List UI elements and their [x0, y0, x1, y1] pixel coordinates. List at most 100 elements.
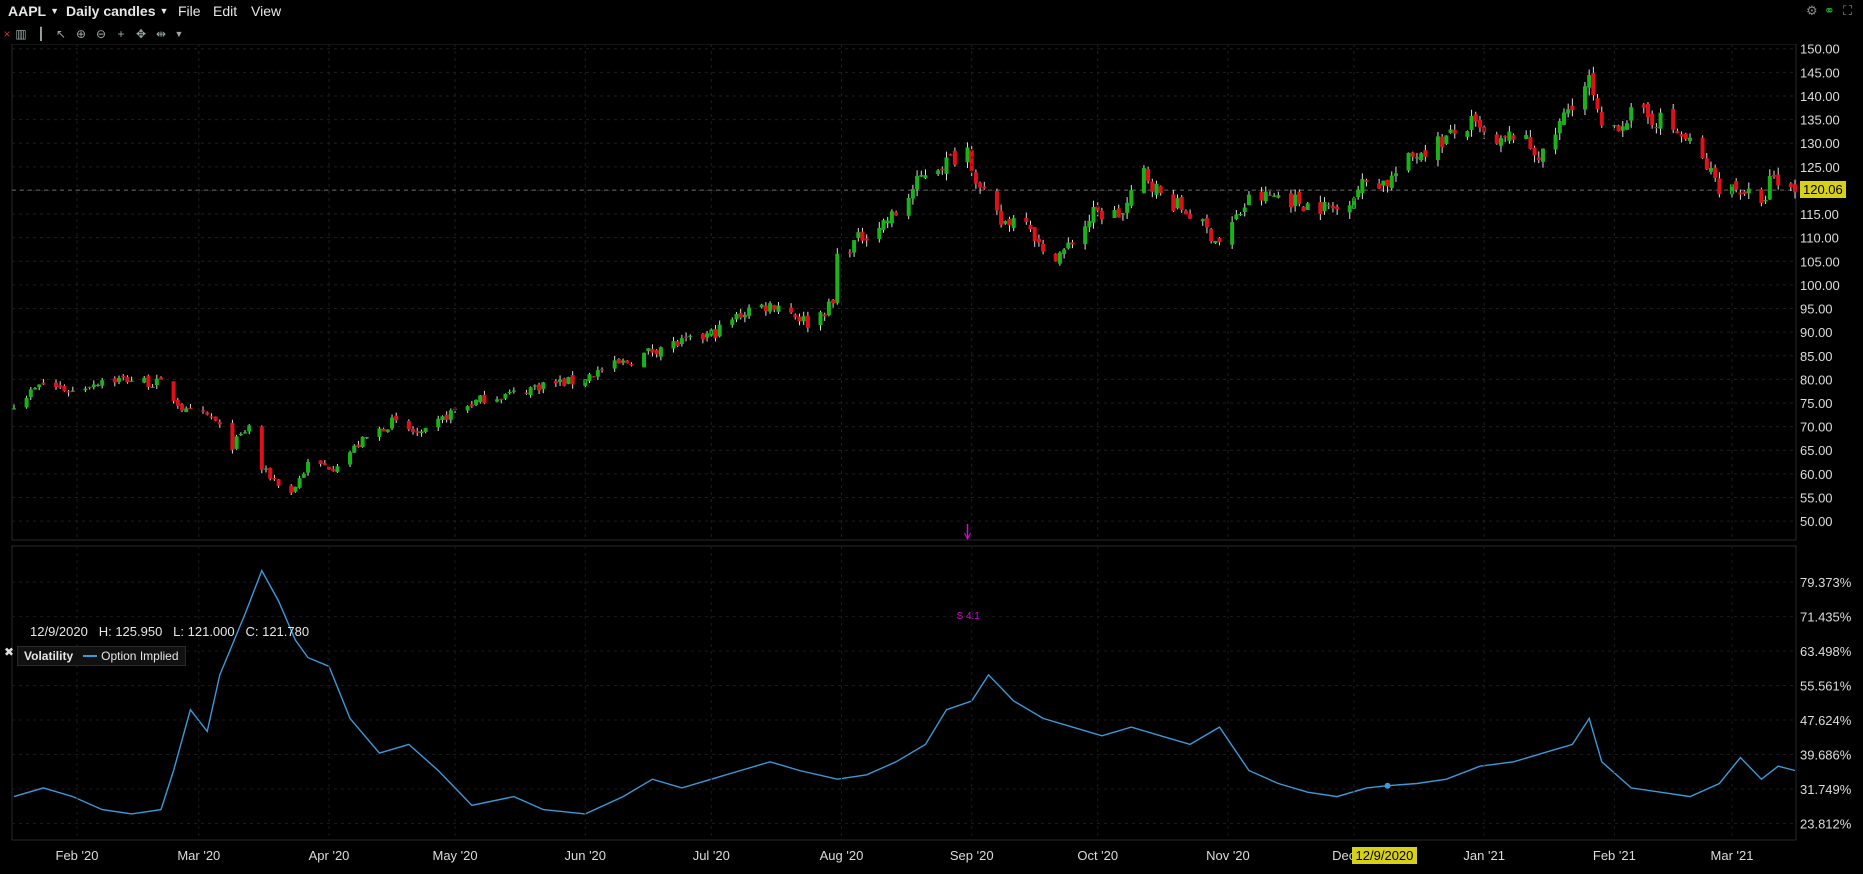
- expand-icon[interactable]: ⛶: [1843, 3, 1853, 18]
- price-tick-label: 115.00: [1800, 207, 1839, 222]
- candle-up: [1263, 191, 1268, 202]
- candle-up: [1141, 168, 1146, 193]
- candle-down: [1700, 137, 1705, 159]
- volatility-legend: Volatility Option Implied: [17, 646, 186, 666]
- candle-down: [1503, 136, 1508, 138]
- vol-tick-label: 23.812%: [1800, 816, 1852, 831]
- split-icon[interactable]: ⇹: [155, 27, 167, 41]
- candle-down: [1704, 158, 1709, 170]
- candle-up: [1507, 131, 1512, 141]
- menu-file[interactable]: File: [178, 3, 201, 19]
- candle-icon[interactable]: ┃: [37, 27, 45, 41]
- volatility-title: Volatility: [24, 649, 74, 663]
- candle-down: [1671, 109, 1676, 130]
- candle-up: [364, 437, 369, 439]
- price-plot-frame: [11, 44, 1797, 541]
- candle-up: [1276, 195, 1281, 198]
- price-tick-label: 50.00: [1800, 514, 1833, 529]
- price-tick-label: 70.00: [1800, 420, 1833, 435]
- candle-down: [1641, 104, 1646, 108]
- hover-date-marker: 12/9/2020: [1351, 847, 1418, 864]
- candle-up: [1708, 167, 1713, 172]
- candle-up: [1414, 157, 1419, 159]
- dropdown-icon[interactable]: ▼: [174, 29, 184, 39]
- candle-down: [772, 305, 777, 310]
- price-tick-label: 100.00: [1800, 278, 1840, 293]
- candle-up: [129, 380, 134, 382]
- candle-up: [621, 360, 626, 363]
- candle-down: [805, 315, 810, 328]
- candle-down: [1528, 137, 1533, 149]
- vol-tick-label: 55.561%: [1800, 679, 1852, 694]
- candle-up: [1389, 175, 1394, 189]
- candle-up: [1557, 120, 1562, 134]
- candle-down: [1041, 243, 1046, 252]
- candle-up: [465, 406, 470, 411]
- link-icon[interactable]: ⚭: [1824, 3, 1835, 18]
- chart-type-selector[interactable]: Daily candles ▼: [66, 3, 168, 19]
- candle-up: [297, 478, 302, 488]
- chart-area[interactable]: 150.00 145.00 140.00 135.00 130.00 125.00 120.…: [0, 44, 1863, 874]
- candle-up: [390, 417, 395, 429]
- candle-down: [1616, 125, 1621, 132]
- candle-up: [377, 428, 382, 437]
- zoom-in-icon[interactable]: ⊕: [75, 27, 87, 41]
- candle-down: [625, 360, 630, 364]
- candle-down: [978, 182, 983, 188]
- candle-down: [654, 350, 659, 355]
- candle-up: [1213, 241, 1218, 244]
- candle-up: [1062, 249, 1067, 255]
- candle-up: [1234, 214, 1239, 220]
- candle-down: [1511, 135, 1516, 140]
- candle-up: [919, 175, 924, 177]
- candle-down: [738, 312, 743, 318]
- candle-down: [650, 348, 655, 353]
- price-tick-label: 125.00: [1800, 160, 1840, 175]
- bar-chart-icon[interactable]: ▥: [15, 27, 27, 41]
- candle-up: [1465, 131, 1470, 137]
- candle-down: [1171, 194, 1176, 211]
- candle-up: [1746, 188, 1751, 194]
- candle-down: [394, 415, 399, 421]
- candle-down: [537, 384, 542, 391]
- hover-point: [1384, 782, 1391, 789]
- candle-up: [532, 385, 537, 387]
- candle-down: [87, 386, 92, 389]
- candle-down: [1095, 206, 1100, 211]
- volatility-pane[interactable]: 79.373% 71.435% 63.498% 55.561% 47.624% 39.68…: [11, 545, 1852, 841]
- candle-down: [1150, 181, 1155, 192]
- close-icon[interactable]: ×: [3, 27, 11, 41]
- settings-icon[interactable]: ⚙: [1806, 3, 1818, 18]
- candle-up: [474, 399, 479, 405]
- candle-up: [28, 389, 33, 397]
- candle-down: [62, 385, 67, 391]
- candle-down: [600, 369, 605, 371]
- candle-down: [331, 469, 336, 472]
- move-icon[interactable]: ✥: [135, 27, 147, 41]
- candle-down: [1183, 210, 1188, 215]
- candle-down: [1599, 111, 1604, 126]
- close-pane-icon[interactable]: ✖: [4, 645, 15, 659]
- candle-down: [1738, 192, 1743, 195]
- candle-down: [499, 398, 504, 401]
- menu-view[interactable]: View: [251, 3, 282, 19]
- candle-up: [1305, 203, 1310, 210]
- zoom-out-icon[interactable]: ⊖: [95, 27, 107, 41]
- menu-edit[interactable]: Edit: [213, 3, 238, 19]
- crosshair-icon[interactable]: +: [117, 27, 125, 41]
- candle-down: [1423, 150, 1428, 157]
- candle-up: [385, 429, 390, 432]
- candle-down: [562, 378, 567, 386]
- candle-up: [642, 352, 647, 368]
- candle-up: [1154, 183, 1159, 195]
- candle-up: [1230, 222, 1235, 245]
- candle-down: [159, 377, 164, 380]
- candle-up: [944, 157, 949, 174]
- symbol-selector[interactable]: AAPL ▼: [8, 3, 59, 19]
- chart-toolbar: × ▥ ┃ ↖ ⊕ ⊖ + ✥ ⇹ ▼: [0, 24, 1863, 44]
- price-pane[interactable]: 150.00145.00140.00135.00130.00125.00120.…: [11, 44, 1840, 541]
- candle-up: [1687, 137, 1692, 141]
- cursor-icon[interactable]: ↖: [55, 27, 67, 41]
- candle-up: [495, 399, 500, 402]
- candle-down: [616, 359, 621, 364]
